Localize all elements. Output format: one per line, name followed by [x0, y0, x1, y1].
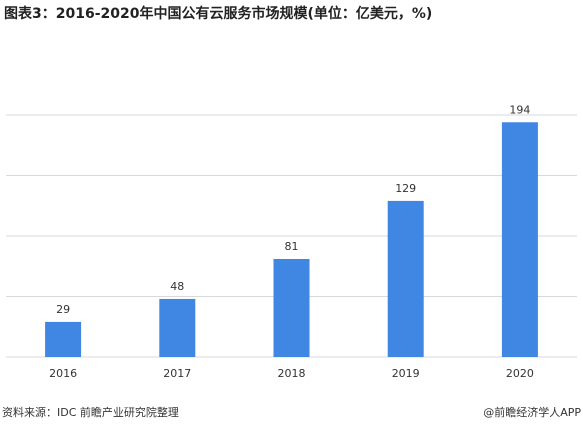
bar: [387, 200, 424, 357]
data-label: 29: [56, 303, 70, 316]
bar: [273, 258, 310, 357]
data-label: 194: [509, 103, 530, 116]
x-tick-label: 2017: [163, 367, 191, 380]
source-note: 资料来源：IDC 前瞻产业研究院整理: [2, 405, 179, 419]
credit: @前瞻经济学人APP: [483, 405, 581, 419]
data-label: 81: [285, 240, 299, 253]
x-tick-label: 2019: [392, 367, 420, 380]
data-label: 129: [395, 182, 416, 195]
x-tick-label: 2018: [278, 367, 306, 380]
bar: [159, 298, 196, 357]
x-tick-label: 2020: [506, 367, 534, 380]
chart-title: 图表3：2016-2020年中国公有云服务市场规模(单位：亿美元，%): [4, 5, 432, 22]
data-label: 48: [170, 280, 184, 293]
bar: [501, 122, 538, 357]
x-tick-label: 2016: [49, 367, 77, 380]
bar: [45, 321, 82, 357]
